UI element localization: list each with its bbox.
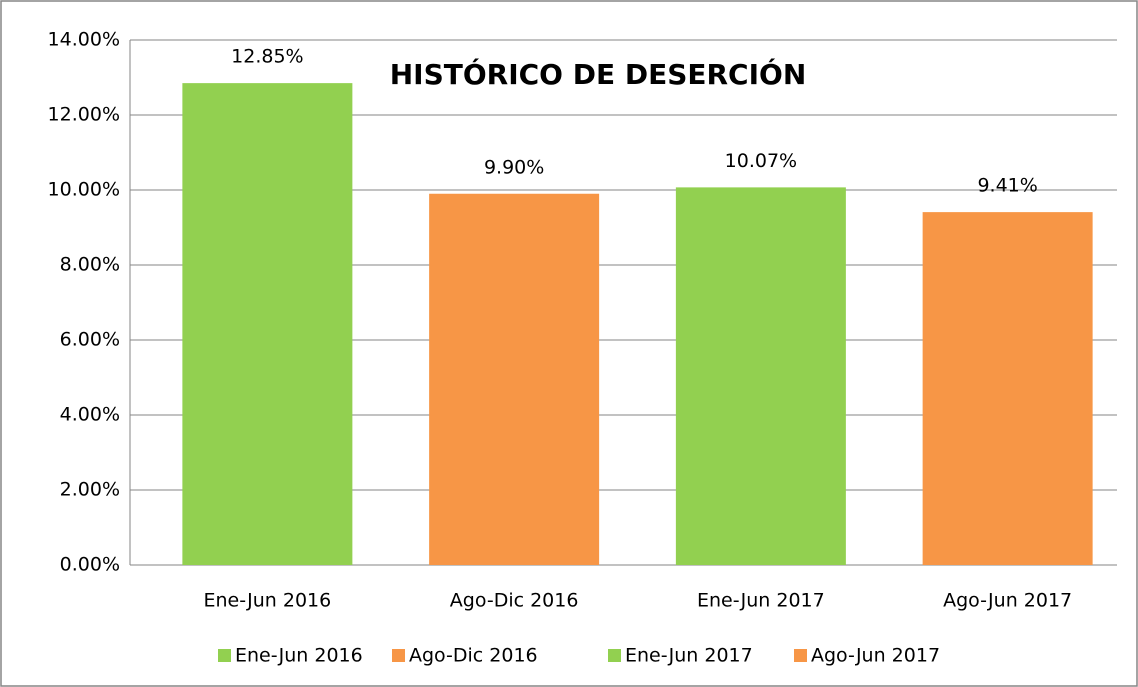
legend-swatch — [218, 649, 231, 662]
legend-label: Ene-Jun 2016 — [235, 645, 363, 667]
x-tick-label: Ago-Jun 2017 — [943, 590, 1072, 612]
legend-label: Ago-Dic 2016 — [409, 645, 538, 667]
y-tick-label: 2.00% — [60, 479, 120, 501]
chart-title: HISTÓRICO DE DESERCIÓN — [390, 57, 807, 91]
y-tick-label: 14.00% — [48, 29, 120, 51]
legend-swatch — [608, 649, 621, 662]
legend-swatch — [392, 649, 405, 662]
bar — [922, 212, 1093, 565]
legend-label: Ago-Jun 2017 — [811, 645, 940, 667]
bar — [182, 83, 353, 565]
x-tick-label: Ago-Dic 2016 — [450, 590, 579, 612]
y-tick-label: 12.00% — [48, 104, 120, 126]
data-label: 12.85% — [231, 46, 303, 68]
legend-label: Ene-Jun 2017 — [625, 645, 753, 667]
y-tick-label: 10.00% — [48, 179, 120, 201]
x-tick-label: Ene-Jun 2016 — [204, 590, 332, 612]
bar — [429, 193, 600, 565]
data-label: 9.41% — [977, 175, 1037, 197]
data-label: 9.90% — [484, 156, 544, 178]
y-tick-label: 8.00% — [60, 254, 120, 276]
data-label: 10.07% — [725, 150, 797, 172]
y-tick-label: 4.00% — [60, 404, 120, 426]
legend-swatch — [794, 649, 807, 662]
bar — [675, 187, 846, 565]
y-tick-label: 0.00% — [60, 554, 120, 576]
y-tick-label: 6.00% — [60, 329, 120, 351]
x-tick-label: Ene-Jun 2017 — [697, 590, 825, 612]
